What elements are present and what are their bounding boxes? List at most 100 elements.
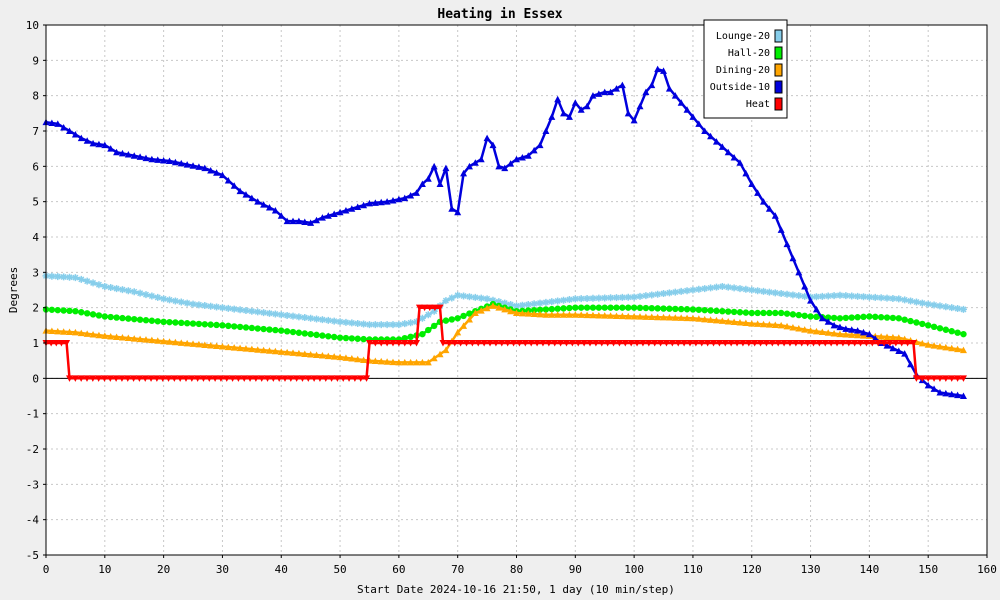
data-point (401, 194, 409, 202)
data-point (439, 340, 447, 347)
data-point (195, 163, 203, 170)
data-point (701, 127, 709, 134)
data-point (307, 219, 315, 226)
data-point (560, 305, 567, 312)
x-tick-label: 80 (510, 563, 523, 576)
data-point (683, 306, 691, 313)
legend-swatch (774, 97, 783, 111)
data-point (765, 205, 773, 212)
data-point (577, 106, 585, 113)
data-point (71, 375, 79, 382)
data-point (642, 88, 650, 96)
data-point (218, 171, 226, 179)
data-point (625, 304, 632, 311)
data-point (748, 309, 755, 317)
data-point (924, 322, 932, 329)
data-point (701, 315, 709, 323)
data-point (683, 287, 691, 295)
data-point (272, 326, 279, 334)
data-point (524, 152, 532, 159)
data-point (289, 312, 297, 320)
data-point (695, 315, 703, 322)
y-tick-label: 9 (32, 54, 39, 67)
data-point (242, 324, 250, 331)
data-point (924, 381, 932, 389)
data-point (683, 314, 691, 322)
data-point (377, 357, 385, 365)
data-point (815, 340, 823, 347)
data-point (171, 297, 179, 305)
data-point (357, 375, 365, 382)
data-point (113, 333, 121, 340)
data-point (751, 340, 759, 347)
data-point (954, 375, 962, 382)
data-point (562, 340, 570, 347)
data-point (201, 164, 209, 172)
data-point (171, 338, 179, 346)
data-point (492, 340, 500, 347)
data-point (304, 375, 312, 382)
data-point (748, 180, 756, 187)
data-point (618, 293, 626, 301)
data-point (230, 344, 238, 351)
data-point (924, 300, 932, 308)
data-point (621, 340, 629, 347)
x-tick-label: 60 (392, 563, 405, 576)
data-point (148, 336, 156, 344)
data-point (854, 327, 862, 334)
data-point (639, 340, 647, 347)
data-point (95, 375, 103, 382)
data-point (183, 339, 191, 347)
data-point (604, 340, 612, 347)
data-point (665, 289, 673, 297)
data-point (371, 321, 379, 329)
x-tick-label: 70 (451, 563, 464, 576)
data-point (712, 316, 720, 324)
data-point (919, 320, 926, 328)
data-point (857, 340, 865, 347)
data-point (265, 204, 273, 211)
data-point (907, 317, 914, 325)
data-point (507, 307, 515, 315)
data-point (812, 327, 820, 335)
data-point (466, 310, 473, 317)
data-point (795, 268, 803, 276)
data-point (889, 333, 897, 341)
data-point (542, 127, 550, 134)
data-point (789, 323, 797, 331)
data-point (407, 319, 415, 327)
data-point (777, 309, 785, 317)
data-point (60, 123, 68, 131)
data-point (113, 285, 121, 293)
data-point (260, 309, 268, 317)
data-point (407, 358, 415, 366)
data-point (248, 345, 256, 353)
data-point (518, 309, 526, 317)
data-point (830, 314, 838, 322)
data-point (712, 283, 720, 291)
data-point (454, 315, 461, 322)
data-point (231, 323, 238, 330)
data-point (142, 336, 150, 343)
data-point (89, 139, 97, 147)
data-point (377, 198, 385, 206)
data-point (160, 337, 168, 345)
data-point (530, 146, 538, 154)
data-point (662, 340, 670, 347)
data-point (513, 309, 520, 316)
data-point (783, 240, 791, 248)
data-point (436, 180, 444, 187)
data-point (248, 307, 256, 315)
data-point (942, 343, 950, 351)
data-point (277, 311, 285, 319)
data-point (924, 341, 932, 348)
legend-label: Dining-20 (716, 65, 770, 76)
data-point (407, 191, 415, 199)
data-point (498, 340, 506, 347)
data-point (430, 162, 438, 170)
data-point (660, 305, 667, 312)
data-point (142, 317, 150, 324)
data-point (812, 305, 820, 313)
data-point (542, 298, 550, 306)
